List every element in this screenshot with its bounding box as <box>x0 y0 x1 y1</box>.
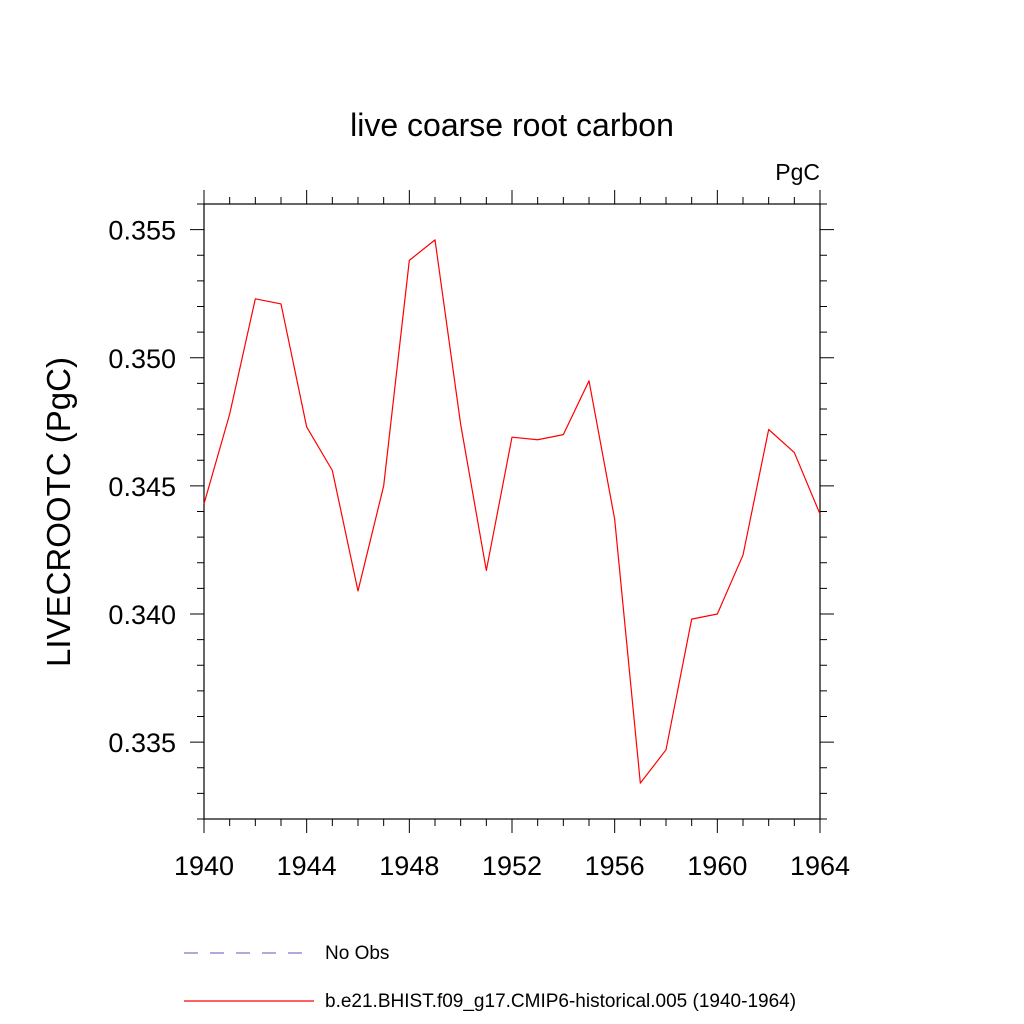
y-tick-label: 0.345 <box>108 472 176 502</box>
x-tick-label: 1948 <box>379 851 439 881</box>
legend-label-no-obs: No Obs <box>325 943 389 964</box>
x-tick-labels: 1940 1944 1948 1952 1956 1960 1964 <box>174 851 850 881</box>
plot-frame <box>203 203 821 820</box>
x-tick-label: 1960 <box>687 851 747 881</box>
legend: No Obs b.e21.BHIST.f09_g17.CMIP6-histori… <box>184 943 796 1012</box>
y-axis-label: LIVECROOTC (PgC) <box>40 357 77 667</box>
legend-label-historical: b.e21.BHIST.f09_g17.CMIP6-historical.005… <box>325 991 796 1012</box>
x-tick-label: 1964 <box>790 851 850 881</box>
x-tick-label: 1956 <box>585 851 645 881</box>
y-tick-label: 0.340 <box>108 600 176 630</box>
x-tick-label: 1940 <box>174 851 234 881</box>
axis-ticks <box>190 190 834 833</box>
series-line-historical <box>203 239 821 784</box>
chart-title: live coarse root carbon <box>350 107 674 143</box>
x-tick-label: 1952 <box>482 851 542 881</box>
x-tick-label: 1944 <box>277 851 337 881</box>
y-tick-label: 0.335 <box>108 728 176 758</box>
y-tick-label: 0.355 <box>108 216 176 246</box>
series-group <box>203 239 821 784</box>
units-label: PgC <box>775 159 820 185</box>
y-tick-label: 0.350 <box>108 344 176 374</box>
y-tick-labels: 0.335 0.340 0.345 0.350 0.355 <box>108 216 176 759</box>
